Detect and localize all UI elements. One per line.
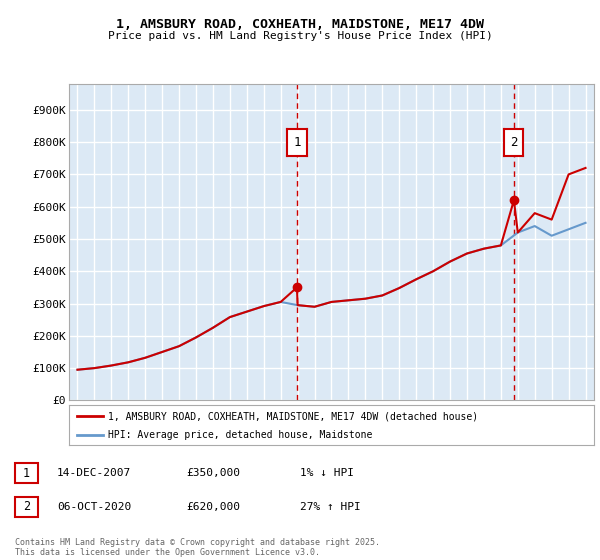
Text: Contains HM Land Registry data © Crown copyright and database right 2025.
This d: Contains HM Land Registry data © Crown c… — [15, 538, 380, 557]
Text: 27% ↑ HPI: 27% ↑ HPI — [300, 502, 361, 512]
Text: 2: 2 — [510, 136, 518, 148]
Text: £350,000: £350,000 — [186, 468, 240, 478]
Text: HPI: Average price, detached house, Maidstone: HPI: Average price, detached house, Maid… — [109, 430, 373, 440]
Text: 1, AMSBURY ROAD, COXHEATH, MAIDSTONE, ME17 4DW (detached house): 1, AMSBURY ROAD, COXHEATH, MAIDSTONE, ME… — [109, 411, 479, 421]
Text: 1: 1 — [23, 466, 30, 480]
Text: 1, AMSBURY ROAD, COXHEATH, MAIDSTONE, ME17 4DW: 1, AMSBURY ROAD, COXHEATH, MAIDSTONE, ME… — [116, 18, 484, 31]
Text: £620,000: £620,000 — [186, 502, 240, 512]
Text: Price paid vs. HM Land Registry's House Price Index (HPI): Price paid vs. HM Land Registry's House … — [107, 31, 493, 41]
Text: 06-OCT-2020: 06-OCT-2020 — [57, 502, 131, 512]
Text: 1: 1 — [293, 136, 301, 148]
Text: 14-DEC-2007: 14-DEC-2007 — [57, 468, 131, 478]
Text: 2: 2 — [23, 500, 30, 514]
Text: 1% ↓ HPI: 1% ↓ HPI — [300, 468, 354, 478]
